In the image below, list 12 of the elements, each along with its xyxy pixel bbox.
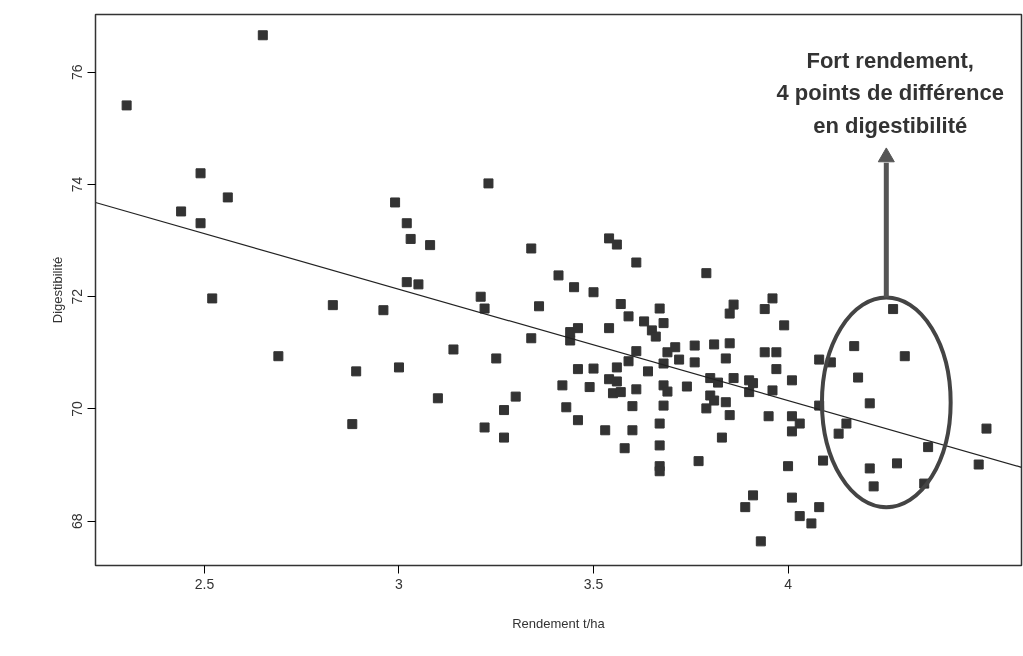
x-tick-label: 4 — [784, 575, 793, 592]
y-tick-label: 76 — [69, 64, 86, 81]
y-tick-label: 68 — [69, 513, 86, 529]
x-tick-label: 2.5 — [194, 575, 215, 592]
y-tick-label: 72 — [69, 288, 86, 305]
x-axis-title: Rendement t/ha — [512, 615, 606, 631]
x-tick-label: 3.5 — [583, 575, 604, 592]
x-tick-label: 3 — [395, 575, 404, 592]
annotation: Fort rendement, 4 points de différence en digestibilité — [776, 47, 1004, 138]
y-axis-title: Digestibilité — [49, 256, 65, 324]
y-tick-label: 70 — [69, 400, 86, 417]
y-tick-label: 74 — [69, 176, 86, 193]
